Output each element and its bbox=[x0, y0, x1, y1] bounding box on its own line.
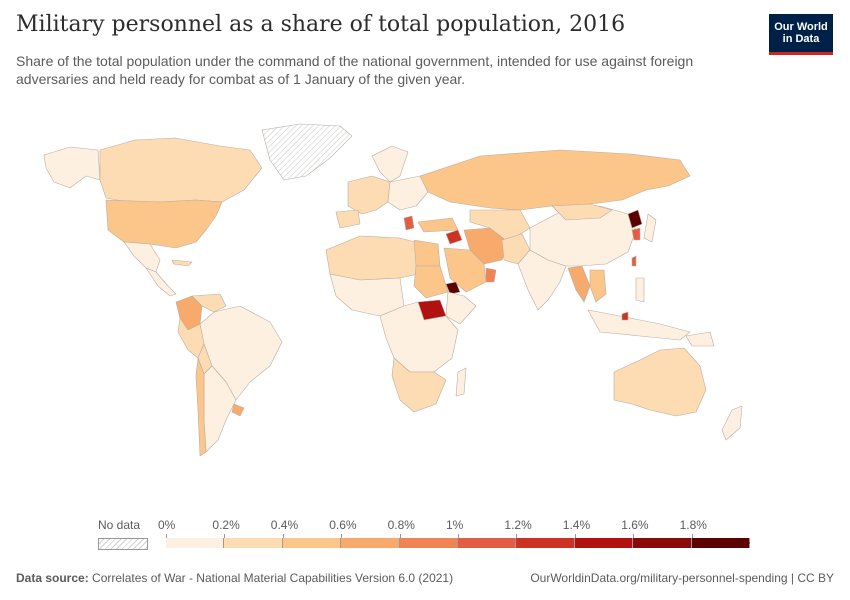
region-south-korea[interactable] bbox=[631, 227, 641, 241]
region-alaska[interactable] bbox=[43, 146, 101, 189]
legend-tick-label: 1.6% bbox=[621, 518, 649, 532]
legend-tick-label: 1% bbox=[446, 518, 464, 532]
region-greenland[interactable] bbox=[261, 123, 353, 181]
legend-tick-label: 1.8% bbox=[679, 518, 707, 532]
region-egypt[interactable] bbox=[413, 239, 441, 267]
region-iberia[interactable] bbox=[335, 209, 361, 229]
owid-logo[interactable]: Our World in Data bbox=[769, 14, 833, 55]
region-madagascar[interactable] bbox=[455, 367, 467, 397]
legend-tick-label: 0.6% bbox=[329, 518, 357, 532]
region-sudan[interactable] bbox=[413, 265, 449, 299]
chart-subtitle: Share of the total population under the … bbox=[16, 53, 694, 87]
legend-tick-mark bbox=[574, 534, 576, 538]
world-map bbox=[43, 123, 743, 457]
region-usa[interactable] bbox=[105, 199, 223, 249]
region-eritrea[interactable] bbox=[445, 281, 461, 295]
legend-bin-2[interactable] bbox=[282, 538, 342, 548]
region-canada[interactable] bbox=[99, 137, 263, 203]
chart-title: Military personnel as a share of total p… bbox=[16, 12, 626, 37]
logo-line-1: Our World bbox=[774, 21, 828, 33]
region-malaysia-indonesia[interactable] bbox=[587, 309, 691, 341]
region-eastern-europe[interactable] bbox=[387, 175, 429, 211]
legend-bin-6[interactable] bbox=[516, 538, 575, 548]
region-venezuela[interactable] bbox=[191, 293, 227, 313]
legend-bin-3[interactable] bbox=[341, 538, 400, 548]
legend-bin-4[interactable] bbox=[399, 538, 458, 548]
legend-tick-label: 0.2% bbox=[212, 518, 240, 532]
legend-tick-mark bbox=[691, 534, 693, 538]
region-russia[interactable] bbox=[419, 149, 691, 211]
region-myanmar-thailand[interactable] bbox=[567, 265, 591, 303]
region-vietnam-laos[interactable] bbox=[589, 269, 607, 303]
region-australia[interactable] bbox=[613, 347, 707, 417]
region-west-africa[interactable] bbox=[329, 273, 405, 317]
region-new-zealand[interactable] bbox=[721, 405, 743, 441]
color-legend: No data 0% 0.2% 0.4% 0.6% 0.8% 1% 1.2% 1.4% 1.6%… bbox=[0, 512, 850, 552]
region-japan[interactable] bbox=[643, 213, 657, 243]
legend-bin-9[interactable] bbox=[691, 538, 750, 548]
legend-no-data-label: No data bbox=[98, 518, 141, 532]
url-license[interactable]: OurWorldinData.org/military-personnel-sp… bbox=[530, 571, 834, 585]
region-north-korea[interactable] bbox=[627, 209, 643, 229]
legend-tick-label: 0% bbox=[158, 518, 176, 532]
region-chile[interactable] bbox=[195, 357, 207, 457]
legend-tick-mark bbox=[224, 534, 226, 538]
legend-tick-mark bbox=[166, 534, 167, 538]
region-mexico[interactable] bbox=[123, 241, 161, 273]
region-uruguay[interactable] bbox=[231, 403, 245, 417]
legend-tick-mark bbox=[516, 534, 518, 538]
region-syria-israel[interactable] bbox=[445, 229, 463, 245]
legend-arrow-icon bbox=[744, 538, 750, 548]
region-central-america[interactable] bbox=[145, 267, 177, 297]
legend-tick-mark bbox=[458, 534, 459, 538]
region-brunei[interactable] bbox=[621, 311, 629, 321]
region-southern-africa[interactable] bbox=[391, 357, 447, 413]
legend-bin-1[interactable] bbox=[224, 538, 283, 548]
region-central-africa[interactable] bbox=[379, 301, 459, 373]
region-papua-new-guinea[interactable] bbox=[685, 331, 715, 347]
legend-tick-mark bbox=[282, 534, 284, 538]
legend-no-data-swatch[interactable] bbox=[98, 538, 148, 550]
region-greece[interactable] bbox=[403, 215, 415, 231]
region-scandinavia[interactable] bbox=[371, 145, 409, 183]
source-label: Data source: bbox=[16, 571, 89, 585]
legend-tick-label: 1.2% bbox=[504, 518, 532, 532]
legend-tick-mark bbox=[399, 534, 401, 538]
region-philippines[interactable] bbox=[635, 277, 645, 303]
region-turkey[interactable] bbox=[417, 217, 459, 233]
source-text[interactable]: Correlates of War - National Material Ca… bbox=[92, 571, 454, 585]
logo-line-2: in Data bbox=[782, 33, 820, 45]
legend-tick-label: 0.4% bbox=[270, 518, 299, 532]
legend-bin-0[interactable] bbox=[166, 538, 225, 548]
legend-bin-8[interactable] bbox=[633, 538, 692, 548]
legend-bin-5[interactable] bbox=[458, 538, 517, 548]
region-horn-of-africa[interactable] bbox=[445, 291, 477, 325]
region-taiwan[interactable] bbox=[631, 255, 637, 267]
legend-tick-mark bbox=[633, 534, 635, 538]
region-western-europe[interactable] bbox=[347, 175, 391, 215]
legend-tick-label: 1.4% bbox=[562, 518, 591, 532]
legend-tick-label: 0.8% bbox=[387, 518, 415, 532]
region-oman-uae[interactable] bbox=[485, 267, 497, 283]
legend-tick-mark bbox=[341, 534, 343, 538]
region-mongolia[interactable] bbox=[551, 203, 613, 221]
region-cuba[interactable] bbox=[171, 259, 193, 267]
chart-footer: Data source: Correlates of War - Nationa… bbox=[16, 571, 834, 585]
legend-bin-7[interactable] bbox=[574, 538, 634, 548]
